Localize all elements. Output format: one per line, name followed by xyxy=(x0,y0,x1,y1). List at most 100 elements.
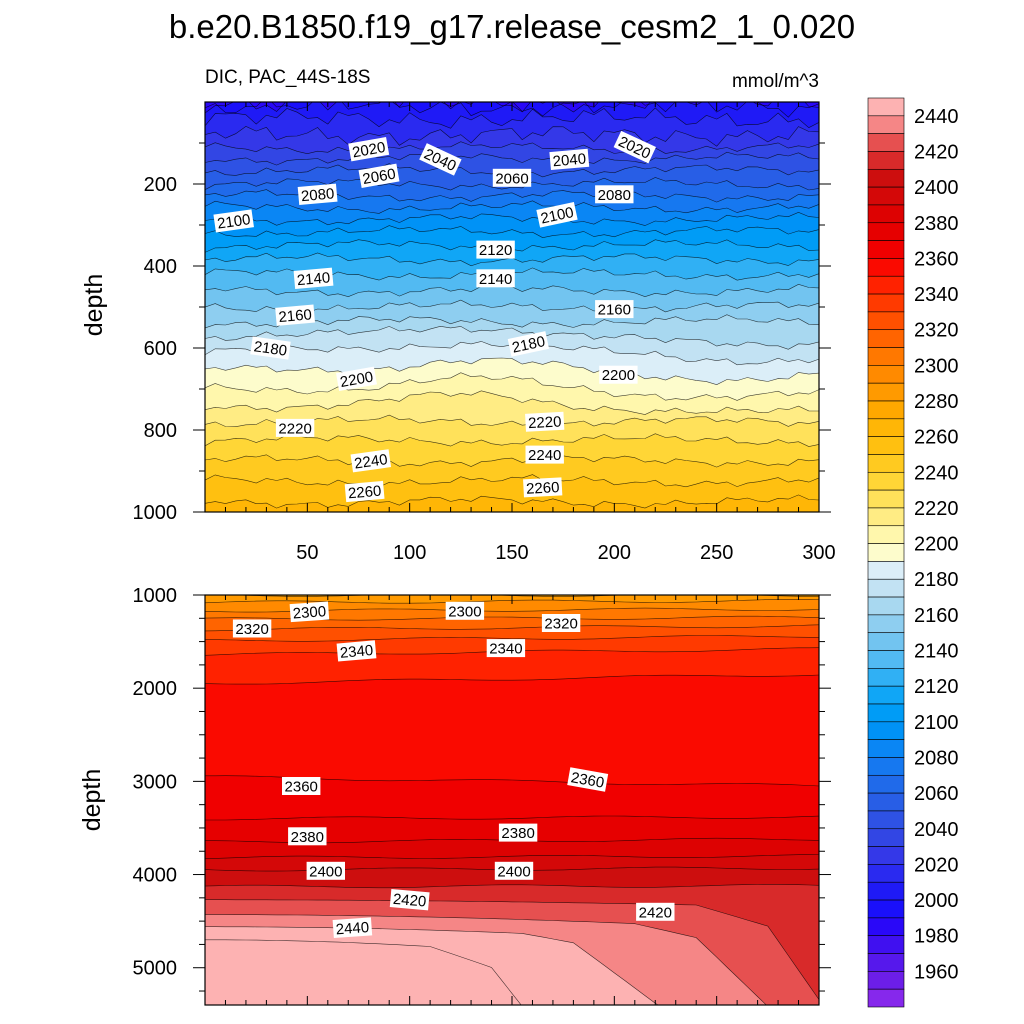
colorbar-box xyxy=(867,846,905,865)
upper-contour-label: 2100 xyxy=(213,209,254,233)
lower-contour-label-box xyxy=(282,777,321,795)
upper-contour-label: 2120 xyxy=(476,240,515,259)
upper-contour-label: 2200 xyxy=(599,365,638,384)
colorbar-box xyxy=(867,489,905,509)
colorbar-tick-label: 2060 xyxy=(914,783,959,805)
lower-contour-label: 2400 xyxy=(306,861,345,880)
colorbar-tick-label: 2260 xyxy=(914,427,959,449)
colorbar-tick-label: 2240 xyxy=(914,462,959,484)
lower-contour-label-box xyxy=(332,917,373,939)
colorbar-box xyxy=(867,168,905,188)
colorbar-box xyxy=(867,614,905,634)
upper-contour-label-text: 2080 xyxy=(300,185,335,205)
lower-contour-label-box xyxy=(636,902,675,921)
colorbar-tick-label: 2400 xyxy=(914,177,959,199)
lower-isoline-2420 xyxy=(205,899,819,1000)
colorbar-tick-label: 2080 xyxy=(914,748,959,770)
upper-contour-label-text: 2200 xyxy=(339,369,375,392)
upper-contour-label-box xyxy=(275,418,315,437)
lower-contour-label: 2400 xyxy=(494,861,534,880)
upper-contour-label-box xyxy=(250,336,291,360)
colorbar-tick-label: 2220 xyxy=(914,498,959,520)
lower-panel: 2300 2300 2320 2320 2340 2340 2360 2360 2380 2380… xyxy=(78,585,831,1006)
upper-contour-label-box xyxy=(595,300,634,319)
lower-contour-labels: 2300 2300 2320 2320 2340 2340 2360 2360 2380 2380… xyxy=(232,601,675,939)
colorbar-tick-label: 2360 xyxy=(914,248,959,270)
colorbar-box xyxy=(867,881,905,901)
lower-contour-label-box xyxy=(567,767,609,792)
upper-contour-label-text: 2060 xyxy=(361,166,397,189)
upper-isoline-2240 xyxy=(205,454,819,468)
colorbar: 2440 2420 2400 2380 2360 2340 2320 2300 2280 2260… xyxy=(867,97,959,1008)
lower-contour-label-text: 2340 xyxy=(489,641,522,658)
upper-contour-label-box xyxy=(507,331,550,357)
lower-contour-label: 2420 xyxy=(389,889,430,911)
upper-isoline-2250 xyxy=(205,474,819,488)
upper-contour-label-box xyxy=(293,267,334,289)
upper-axis-ticks: 50 100 150 200 250 300 200 400 600 800 1000 xyxy=(133,102,836,564)
upper-x-tick-label: 150 xyxy=(495,542,528,564)
lower-contour-label-text: 2420 xyxy=(392,891,427,911)
lower-contour-label-text: 2320 xyxy=(544,616,577,633)
upper-contour-label: 2180 xyxy=(507,331,550,357)
lower-contour-label-box xyxy=(445,601,485,620)
lower-contour-label: 2380 xyxy=(288,827,327,846)
colorbar-box xyxy=(867,632,905,651)
upper-contour-label-box xyxy=(492,168,532,187)
colorbar-box xyxy=(867,739,905,758)
colorbar-box xyxy=(867,543,905,562)
colorbar-tick-label: 2280 xyxy=(914,391,959,413)
colorbar-tick-label: 2380 xyxy=(914,213,959,235)
upper-contour-label-text: 2260 xyxy=(526,479,560,498)
lower-y-tick-label: 5000 xyxy=(133,958,178,980)
lower-contour-label-text: 2300 xyxy=(448,603,481,620)
colorbar-box xyxy=(867,578,905,598)
colorbar-box xyxy=(867,347,905,366)
lower-y-tick-label: 3000 xyxy=(133,771,178,793)
colorbar-tick-label: 2340 xyxy=(914,284,959,306)
upper-contour-label-box xyxy=(523,477,563,498)
upper-contour-label: 2220 xyxy=(275,418,315,437)
lower-isoline-2410 xyxy=(205,884,819,889)
upper-contour-label-box xyxy=(297,183,338,205)
upper-contour-label: 2260 xyxy=(523,477,563,498)
upper-contour-label: 2180 xyxy=(250,336,291,360)
upper-isoline-2060 xyxy=(205,177,819,191)
lower-contour-label-text: 2360 xyxy=(570,769,606,792)
lower-contour-label-text: 2320 xyxy=(235,621,268,638)
colorbar-box xyxy=(867,240,905,259)
upper-contour-label-box xyxy=(275,304,316,326)
upper-contour-label-text: 2200 xyxy=(602,367,635,384)
upper-contour-label: 2200 xyxy=(336,366,377,392)
lower-contour-label-text: 2380 xyxy=(501,825,534,842)
upper-contour-label: 2040 xyxy=(549,148,590,170)
colorbar-box xyxy=(867,311,905,331)
upper-contour-label-text: 2180 xyxy=(253,338,288,359)
upper-contour-label-text: 2220 xyxy=(278,420,311,437)
colorbar-tick-label: 2420 xyxy=(914,142,959,164)
colorbar-box xyxy=(867,204,905,224)
lower-isoline-2330 xyxy=(205,635,819,642)
upper-x-tick-label: 200 xyxy=(598,542,631,564)
lower-isoline-2450 xyxy=(205,939,522,1005)
upper-right-label: mmol/m^3 xyxy=(732,71,819,92)
lower-contour-label: 2320 xyxy=(541,614,581,633)
lower-isoline-2390 xyxy=(205,854,819,859)
upper-contour-label-box xyxy=(344,480,385,503)
upper-panel: DIC, PAC_44S-18S mmol/m^3 2020 2040 202020… xyxy=(80,67,836,564)
upper-x-tick-label: 250 xyxy=(700,542,733,564)
upper-isoline-2030 xyxy=(205,141,819,155)
upper-contour-label: 2160 xyxy=(275,304,316,326)
colorbar-tick-label: 2320 xyxy=(914,320,959,342)
lower-contour-label-box xyxy=(232,619,272,638)
upper-contour-label: 2100 xyxy=(536,202,578,228)
upper-left-label: DIC, PAC_44S-18S xyxy=(205,67,370,88)
colorbar-box xyxy=(867,97,905,117)
upper-contour-label: 2080 xyxy=(595,185,634,204)
lower-y-tick-label: 1000 xyxy=(133,585,178,607)
lower-y-tick-label: 4000 xyxy=(133,865,178,887)
colorbar-box xyxy=(867,561,905,580)
upper-contour-label-box xyxy=(476,240,515,259)
colorbar-tick-label: 2440 xyxy=(914,106,959,128)
